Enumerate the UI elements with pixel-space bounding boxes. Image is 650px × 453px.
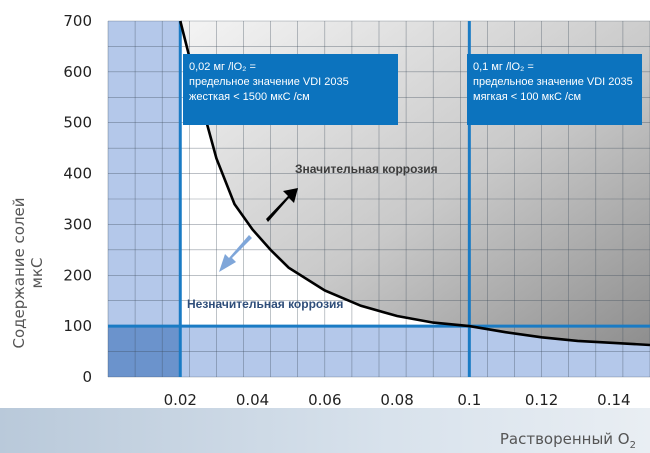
y-tick-label: 400 <box>63 165 92 183</box>
annotation-box-1: 0,02 мг /lO₂ = предельное значение VDI 2… <box>183 54 398 125</box>
y-tick-label: 700 <box>63 12 92 30</box>
box2-line-3: мягкая < 100 мкС /см <box>473 91 582 103</box>
box1-line-3: жесткая < 1500 мкС /см <box>189 91 310 103</box>
box2-line-1: 0,1 мг /lO₂ = <box>473 61 534 73</box>
y-tick-label: 300 <box>63 215 92 233</box>
y-tick-label: 0 <box>82 368 92 386</box>
annotation-box-2: 0,1 мг /lO₂ = предельное значение VDI 20… <box>467 54 642 125</box>
x-tick-label: 0.06 <box>308 391 341 409</box>
low-corrosion-label: Незначительная коррозия <box>187 297 343 311</box>
x-tick-label: 0.02 <box>164 391 197 409</box>
y-tick-label: 600 <box>63 63 92 81</box>
box2-line-2: предельное значение VDI 2035 <box>473 76 633 88</box>
x-axis-label: Растворенный О2 <box>500 430 636 451</box>
box1-line-2: предельное значение VDI 2035 <box>189 76 349 88</box>
box1-line-1: 0,02 мг /lO₂ = <box>189 61 256 73</box>
y-tick-label: 200 <box>63 266 92 284</box>
x-axis-label-text: Растворенный О <box>499 430 630 448</box>
corrosion-curve <box>179 20 650 347</box>
y-tick-label: 500 <box>63 114 92 132</box>
x-tick-label: 0.08 <box>380 391 413 409</box>
x-tick-label: 0.1 <box>457 391 481 409</box>
arrow-up-icon <box>266 188 298 222</box>
low-corrosion-region <box>180 21 650 327</box>
arrow-down-icon <box>219 235 252 272</box>
x-axis-label-subscript: 2 <box>629 440 636 451</box>
y-axis-label: Содержание солей мкС <box>10 197 46 349</box>
footer-band <box>0 408 650 453</box>
x-tick-label: 0.14 <box>597 391 630 409</box>
high-corrosion-label: Значительная коррозия <box>295 162 438 176</box>
x-tick-label: 0.04 <box>236 391 269 409</box>
x-tick-label: 0.12 <box>525 391 558 409</box>
y-tick-label: 100 <box>63 317 92 335</box>
